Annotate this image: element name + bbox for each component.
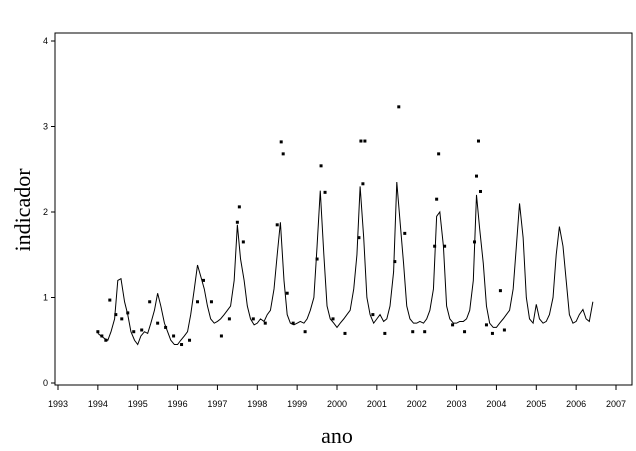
x-tick-label: 2005 bbox=[526, 399, 546, 409]
data-point bbox=[251, 317, 255, 321]
data-point bbox=[490, 331, 494, 335]
data-point bbox=[319, 164, 323, 168]
data-point bbox=[403, 231, 407, 235]
data-point bbox=[323, 190, 327, 194]
data-point bbox=[180, 343, 184, 347]
x-tick-label: 1999 bbox=[287, 399, 307, 409]
data-point bbox=[285, 291, 289, 295]
data-point bbox=[393, 260, 397, 264]
data-point bbox=[209, 300, 213, 304]
data-point bbox=[235, 220, 239, 224]
data-point bbox=[126, 311, 130, 315]
x-tick-label: 1998 bbox=[247, 399, 267, 409]
y-tick-label: 2 bbox=[43, 207, 48, 217]
data-point bbox=[343, 331, 347, 335]
data-point bbox=[114, 313, 118, 317]
data-point bbox=[104, 338, 108, 342]
data-point bbox=[361, 182, 365, 186]
data-point bbox=[498, 289, 502, 293]
data-point bbox=[411, 330, 415, 334]
data-point bbox=[172, 334, 176, 338]
data-point bbox=[275, 223, 279, 227]
data-point bbox=[227, 317, 231, 321]
data-point bbox=[433, 244, 437, 248]
data-point bbox=[96, 330, 100, 334]
data-point bbox=[279, 140, 283, 144]
x-tick-label: 1996 bbox=[168, 399, 188, 409]
data-line bbox=[97, 182, 594, 346]
data-point bbox=[148, 300, 152, 304]
data-point bbox=[241, 240, 245, 244]
data-point bbox=[397, 105, 401, 109]
y-axis-label: indicador bbox=[10, 168, 35, 252]
data-point bbox=[120, 317, 124, 321]
x-tick-label: 1997 bbox=[207, 399, 227, 409]
data-point bbox=[475, 174, 478, 178]
data-point bbox=[263, 321, 267, 325]
data-point bbox=[303, 330, 307, 334]
data-point bbox=[164, 325, 168, 329]
x-tick-label: 2004 bbox=[486, 399, 506, 409]
data-point bbox=[156, 321, 160, 325]
data-point bbox=[451, 323, 455, 327]
data-point bbox=[219, 334, 223, 338]
data-point bbox=[140, 328, 144, 332]
y-tick-label: 0 bbox=[43, 378, 48, 388]
x-tick-label: 2007 bbox=[606, 399, 626, 409]
data-point bbox=[357, 236, 361, 240]
x-tick-label: 1993 bbox=[48, 399, 68, 409]
data-point bbox=[363, 139, 367, 143]
x-axis-label: ano bbox=[321, 423, 353, 448]
data-point bbox=[132, 330, 136, 334]
data-point bbox=[331, 317, 335, 321]
data-point bbox=[435, 197, 439, 201]
x-tick-label: 1994 bbox=[88, 399, 108, 409]
x-tick-label: 2000 bbox=[327, 399, 347, 409]
data-point bbox=[201, 278, 205, 282]
y-tick-label: 3 bbox=[43, 122, 48, 132]
data-point bbox=[108, 298, 112, 302]
data-point bbox=[478, 189, 482, 193]
plot-frame bbox=[54, 32, 633, 386]
data-point bbox=[196, 300, 199, 304]
data-point bbox=[188, 338, 192, 342]
data-point bbox=[423, 330, 427, 334]
data-point bbox=[443, 244, 447, 248]
data-point bbox=[463, 330, 467, 334]
data-point bbox=[281, 152, 285, 156]
data-point bbox=[502, 328, 506, 332]
x-tick-label: 1995 bbox=[128, 399, 148, 409]
y-tick-label: 4 bbox=[43, 36, 48, 46]
data-point bbox=[473, 240, 477, 244]
data-point bbox=[100, 334, 104, 338]
data-point bbox=[359, 139, 363, 143]
data-point bbox=[484, 323, 488, 327]
y-tick-label: 1 bbox=[43, 293, 48, 303]
data-point bbox=[237, 205, 241, 209]
data-point bbox=[383, 331, 387, 335]
data-point bbox=[437, 152, 441, 156]
x-tick-label: 2001 bbox=[367, 399, 387, 409]
x-tick-label: 2002 bbox=[407, 399, 427, 409]
data-point bbox=[476, 139, 480, 143]
data-point bbox=[291, 321, 295, 325]
x-tick-label: 2006 bbox=[566, 399, 586, 409]
x-tick-label: 2003 bbox=[447, 399, 467, 409]
data-point bbox=[315, 257, 319, 261]
data-point bbox=[371, 313, 375, 317]
